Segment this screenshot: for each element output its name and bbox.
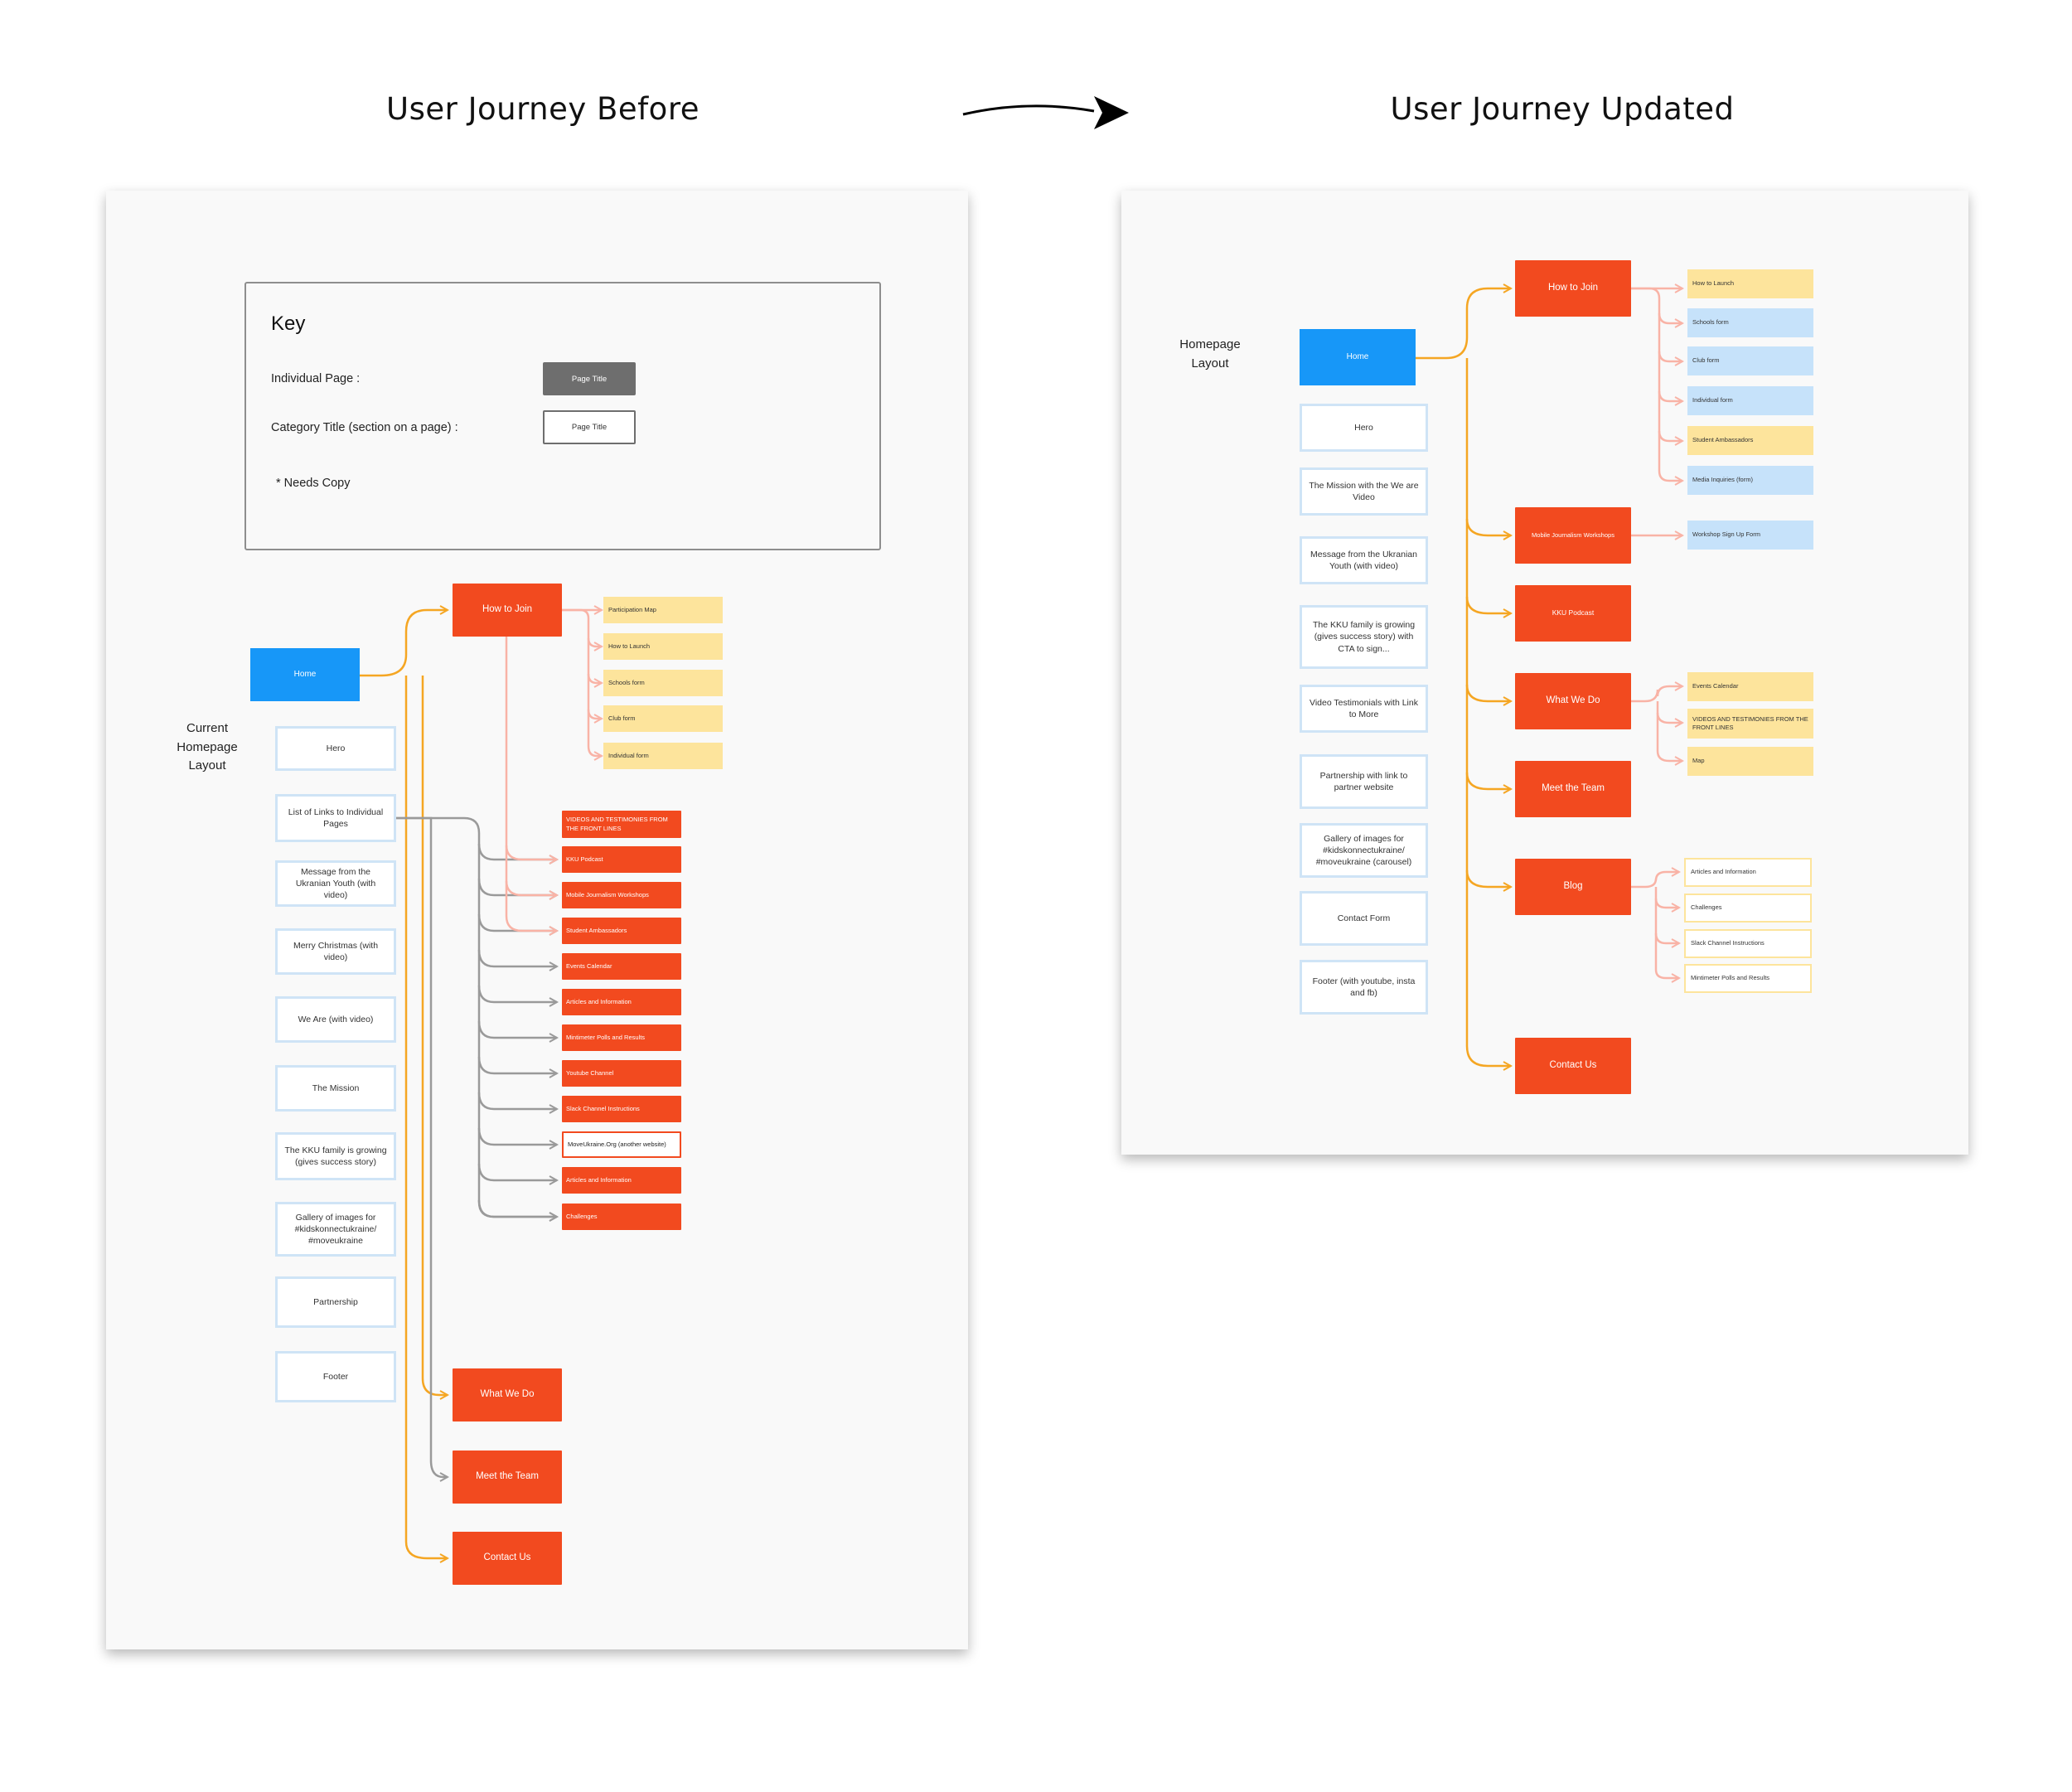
before-section-kku-family: The KKU family is growing (gives success… — [275, 1132, 396, 1180]
after-section-hero: Hero — [1300, 404, 1428, 452]
after-home-node: Home — [1300, 329, 1416, 385]
before-link-page-events-calendar: Events Calendar — [562, 953, 681, 980]
after-page-blog: Blog — [1515, 859, 1631, 915]
after-section-contact-form: Contact Form — [1300, 891, 1428, 946]
before-link-page-student-ambassadors: Student Ambassadors — [562, 918, 681, 944]
transition-arrow-icon — [962, 96, 1129, 129]
before-section-footer: Footer — [275, 1351, 396, 1402]
before-htj-child-how-to-launch: How to Launch — [603, 633, 723, 660]
after-panel — [1121, 191, 1968, 1155]
after-wwd-child-map: Map — [1687, 747, 1813, 776]
before-htj-child-schools-form: Schools form — [603, 670, 723, 696]
before-page-how-to-join: How to Join — [453, 584, 562, 637]
before-section-merry-christmas: Merry Christmas (with video) — [275, 928, 396, 975]
after-blog-child-articles: Articles and Information — [1684, 858, 1812, 887]
before-section-we-are: We Are (with video) — [275, 996, 396, 1043]
key-needs-copy: * Needs Copy — [276, 477, 351, 490]
key-category-swatch: Page Title — [543, 410, 636, 444]
after-htj-child-club-form: Club form — [1687, 346, 1813, 375]
after-htj-child-media-inquiries: Media Inquiries (form) — [1687, 466, 1813, 495]
before-section-hero: Hero — [275, 726, 396, 771]
key-individual-page-label: Individual Page : — [271, 372, 361, 385]
before-page-what-we-do: What We Do — [453, 1368, 562, 1421]
before-section-message: Message from the Ukranian Youth (with vi… — [275, 860, 396, 907]
after-layout-label: Homepage Layout — [1179, 337, 1241, 371]
before-link-page-workshops: Mobile Journalism Workshops — [562, 882, 681, 908]
before-htj-child-individual-form: Individual form — [603, 743, 723, 769]
before-section-mission: The Mission — [275, 1065, 396, 1112]
after-section-mission: The Mission with the We are Video — [1300, 467, 1428, 516]
after-section-kku-family: The KKU family is growing (gives success… — [1300, 605, 1428, 669]
after-page-how-to-join: How to Join — [1515, 260, 1631, 317]
after-htj-child-student-ambassadors: Student Ambassadors — [1687, 426, 1813, 455]
before-section-gallery: Gallery of images for #kidskonnectukrain… — [275, 1202, 396, 1257]
before-link-page-videos: VIDEOS AND TESTIMONIES FROM THE FRONT LI… — [562, 811, 681, 838]
before-layout-label: Current Homepage Layout — [177, 721, 238, 772]
before-link-page-articles-2: Articles and Information — [562, 1167, 681, 1194]
before-section-partnership: Partnership — [275, 1276, 396, 1328]
after-section-video-testimonials: Video Testimonials with Link to More — [1300, 685, 1428, 733]
before-link-page-moveukraine: MoveUkraine.Org (another website) — [562, 1131, 681, 1158]
before-link-page-kku-podcast: KKU Podcast — [562, 846, 681, 873]
key-category-label: Category Title (section on a page) : — [271, 421, 458, 434]
after-blog-child-mintimeter: Mintimeter Polls and Results — [1684, 964, 1812, 993]
after-wwd-child-events-calendar: Events Calendar — [1687, 672, 1813, 701]
before-link-page-challenges: Challenges — [562, 1204, 681, 1230]
before-page-meet-the-team: Meet the Team — [453, 1451, 562, 1504]
before-link-page-mintimeter: Mintimeter Polls and Results — [562, 1024, 681, 1051]
before-section-list-of-links: List of Links to Individual Pages — [275, 794, 396, 842]
before-htj-child-club-form: Club form — [603, 705, 723, 732]
after-section-partnership: Partnership with link to partner website — [1300, 754, 1428, 809]
after-section-gallery: Gallery of images for #kidskonnectukrain… — [1300, 823, 1428, 878]
key-title: Key — [271, 312, 306, 335]
before-link-page-youtube: Youtube Channel — [562, 1060, 681, 1087]
key-box: Key Individual Page : Page Title Categor… — [244, 282, 881, 550]
before-link-page-slack: Slack Channel Instructions — [562, 1096, 681, 1122]
after-page-kku-podcast: KKU Podcast — [1515, 585, 1631, 642]
after-page-meet-the-team: Meet the Team — [1515, 761, 1631, 817]
after-section-footer: Footer (with youtube, insta and fb) — [1300, 960, 1428, 1015]
after-page-contact-us: Contact Us — [1515, 1038, 1631, 1094]
after-htj-child-individual-form: Individual form — [1687, 386, 1813, 415]
after-blog-child-challenges: Challenges — [1684, 894, 1812, 923]
before-home-node: Home — [250, 648, 360, 701]
before-page-contact-us: Contact Us — [453, 1532, 562, 1585]
heading-before: User Journey Before — [385, 91, 700, 127]
before-link-page-articles: Articles and Information — [562, 989, 681, 1015]
after-htj-child-schools-form: Schools form — [1687, 308, 1813, 337]
after-page-what-we-do: What We Do — [1515, 673, 1631, 729]
before-htj-child-participation-map: Participation Map — [603, 597, 723, 623]
after-workshop-signup-form: Workshop Sign Up Form — [1687, 521, 1813, 550]
after-wwd-child-videos: VIDEOS AND TESTIMONIES FROM THE FRONT LI… — [1687, 709, 1813, 739]
key-individual-swatch: Page Title — [543, 362, 636, 395]
after-htj-child-how-to-launch: How to Launch — [1687, 269, 1813, 298]
after-blog-child-slack: Slack Channel Instructions — [1684, 929, 1812, 958]
after-page-workshops: Mobile Journalism Workshops — [1515, 507, 1631, 564]
heading-after: User Journey Updated — [1390, 91, 1735, 127]
after-section-message: Message from the Ukranian Youth (with vi… — [1300, 536, 1428, 584]
